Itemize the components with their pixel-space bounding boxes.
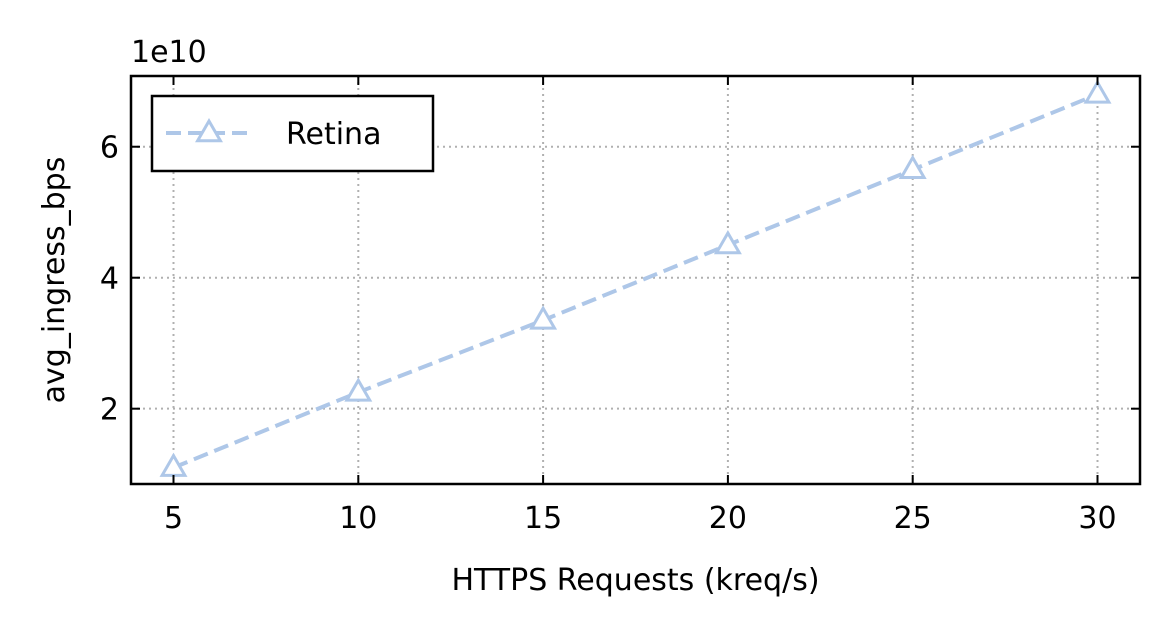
data-point-marker bbox=[713, 229, 742, 255]
data-point-marker bbox=[529, 305, 558, 330]
ticks-layer: 5 10 15 20 25 30 2 4 6 bbox=[100, 76, 1140, 536]
series-layer bbox=[159, 79, 1112, 477]
data-point-marker bbox=[344, 377, 373, 402]
x-tick-label: 15 bbox=[524, 501, 562, 536]
x-tick-label: 5 bbox=[164, 501, 183, 536]
y-tick-label: 4 bbox=[100, 262, 119, 297]
y-axis-title: avg_ingress_bps bbox=[37, 157, 72, 404]
y-tick-label: 6 bbox=[100, 131, 119, 166]
x-axis-title: HTTPS Requests (kreq/s) bbox=[451, 563, 819, 598]
legend: Retina bbox=[150, 94, 435, 173]
x-tick-label: 10 bbox=[339, 501, 377, 536]
x-tick-label: 25 bbox=[894, 501, 932, 536]
legend-marker bbox=[195, 117, 223, 143]
legend-label: Retina bbox=[286, 117, 381, 152]
x-tick-label: 30 bbox=[1078, 501, 1116, 536]
plot-frame bbox=[129, 74, 1142, 486]
data-point-marker bbox=[898, 154, 927, 179]
series-line bbox=[172, 92, 1099, 470]
data-point-marker bbox=[1083, 79, 1112, 104]
x-tick-label: 20 bbox=[709, 501, 747, 536]
y-offset-label: 1e10 bbox=[131, 35, 207, 70]
y-tick-label: 2 bbox=[100, 393, 119, 428]
